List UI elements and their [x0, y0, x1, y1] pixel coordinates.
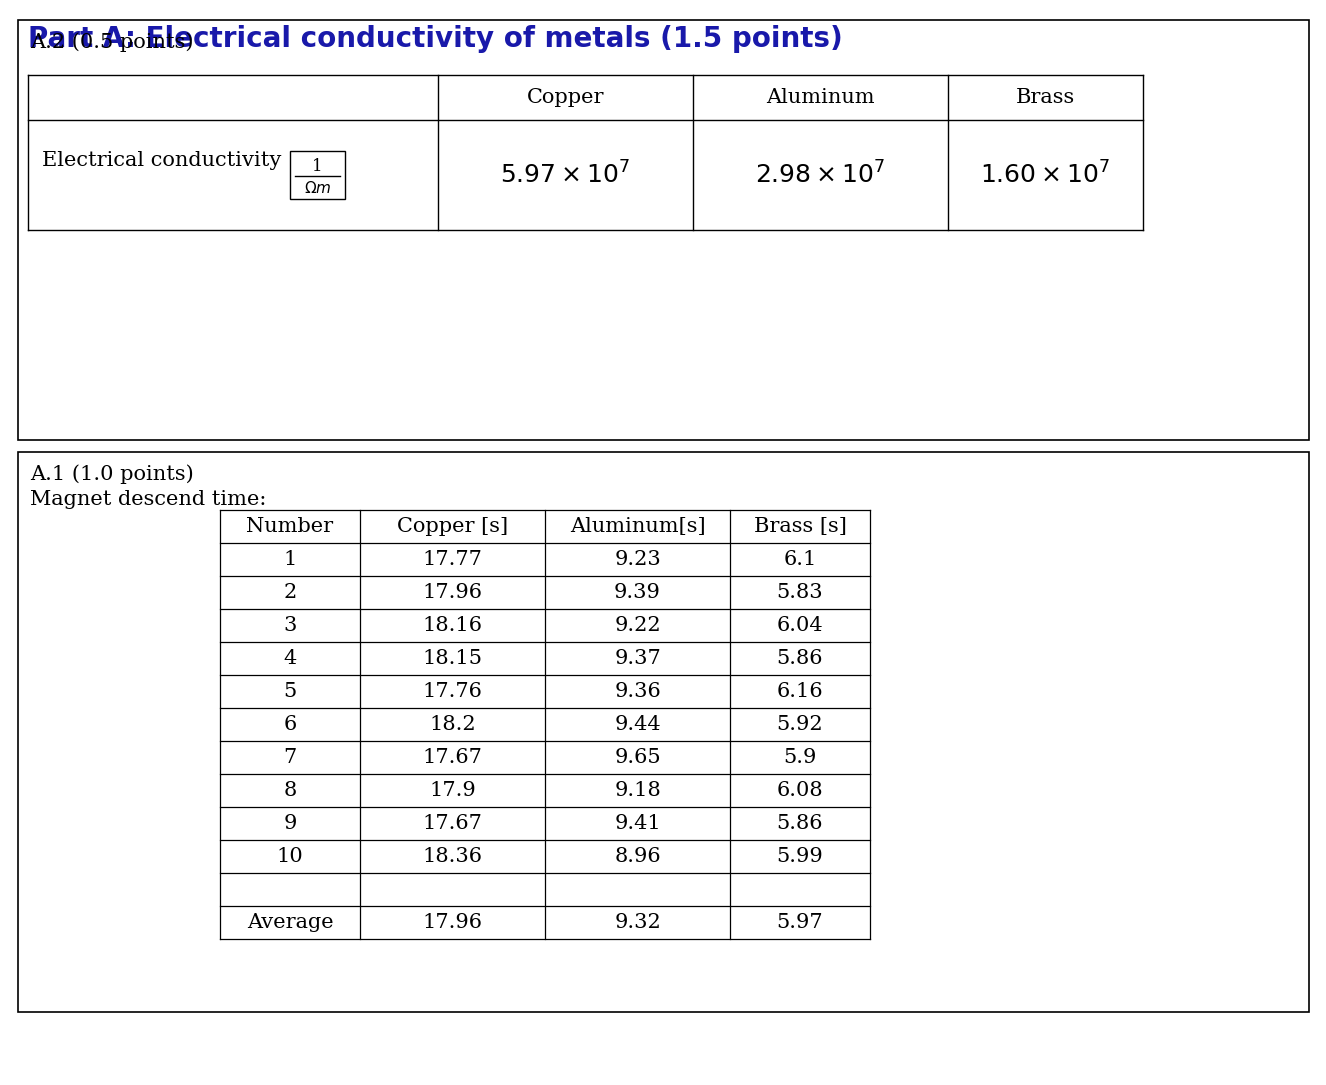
- Text: 6.08: 6.08: [777, 781, 823, 800]
- Text: 6.04: 6.04: [777, 616, 823, 635]
- Text: Average: Average: [247, 912, 333, 932]
- Text: 17.9: 17.9: [430, 781, 476, 800]
- Text: Brass [s]: Brass [s]: [753, 516, 846, 536]
- Text: Copper: Copper: [526, 88, 605, 107]
- Bar: [290, 151, 345, 199]
- Text: Copper [s]: Copper [s]: [396, 516, 508, 536]
- Bar: [19, 452, 1309, 1012]
- Text: 18.15: 18.15: [423, 649, 483, 668]
- Text: 9.65: 9.65: [614, 748, 660, 767]
- Text: Electrical conductivity: Electrical conductivity: [42, 152, 281, 170]
- Text: 5.92: 5.92: [777, 715, 823, 733]
- Text: 4: 4: [284, 649, 297, 668]
- Text: 5.97: 5.97: [777, 912, 823, 932]
- Text: Aluminum[s]: Aluminum[s]: [570, 516, 705, 536]
- Text: 8.96: 8.96: [614, 847, 660, 866]
- Text: 9.41: 9.41: [614, 814, 660, 833]
- Text: Part A: Electrical conductivity of metals (1.5 points): Part A: Electrical conductivity of metal…: [28, 25, 843, 53]
- Text: 9.36: 9.36: [614, 682, 660, 701]
- Text: 17.67: 17.67: [423, 748, 483, 767]
- Text: 6.16: 6.16: [777, 682, 823, 701]
- Text: 3: 3: [284, 616, 297, 635]
- Text: 7: 7: [284, 748, 297, 767]
- Text: 9.18: 9.18: [614, 781, 660, 800]
- Text: 17.77: 17.77: [423, 550, 483, 569]
- Text: 9.44: 9.44: [614, 715, 660, 733]
- Text: 10: 10: [277, 847, 304, 866]
- Text: $\Omega m$: $\Omega m$: [304, 180, 332, 196]
- Text: $2.98 \times 10^{7}$: $2.98 \times 10^{7}$: [756, 162, 886, 189]
- Text: 5.83: 5.83: [777, 583, 823, 602]
- Text: 9.32: 9.32: [614, 912, 660, 932]
- Text: 5.86: 5.86: [777, 814, 823, 833]
- Text: A.2 (0.5 points): A.2 (0.5 points): [30, 31, 194, 52]
- Text: 5.99: 5.99: [777, 847, 823, 866]
- Text: 9.22: 9.22: [614, 616, 660, 635]
- Text: 1: 1: [312, 157, 322, 175]
- Text: 6: 6: [284, 715, 297, 733]
- Text: $1.60 \times 10^{7}$: $1.60 \times 10^{7}$: [980, 162, 1110, 189]
- Text: Number: Number: [247, 516, 334, 536]
- Text: 18.2: 18.2: [430, 715, 476, 733]
- Text: 5.86: 5.86: [777, 649, 823, 668]
- Text: 17.76: 17.76: [423, 682, 483, 701]
- Text: Brass: Brass: [1016, 88, 1075, 107]
- Text: 2: 2: [284, 583, 297, 602]
- Text: 9: 9: [284, 814, 297, 833]
- Text: 17.67: 17.67: [423, 814, 483, 833]
- Text: Aluminum: Aluminum: [766, 88, 875, 107]
- Text: 18.16: 18.16: [423, 616, 483, 635]
- Text: 18.36: 18.36: [423, 847, 483, 866]
- Text: 1: 1: [284, 550, 297, 569]
- Text: 17.96: 17.96: [423, 912, 483, 932]
- Text: 9.23: 9.23: [614, 550, 660, 569]
- Text: A.1 (1.0 points): A.1 (1.0 points): [30, 464, 194, 484]
- Text: 5: 5: [284, 682, 297, 701]
- Text: 17.96: 17.96: [423, 583, 483, 602]
- Bar: [19, 20, 1309, 441]
- Text: 5.9: 5.9: [784, 748, 817, 767]
- Text: $5.97 \times 10^{7}$: $5.97 \times 10^{7}$: [500, 162, 631, 189]
- Text: 6.1: 6.1: [784, 550, 817, 569]
- Text: 9.39: 9.39: [614, 583, 660, 602]
- Text: Magnet descend time:: Magnet descend time:: [30, 490, 267, 509]
- Text: 9.37: 9.37: [614, 649, 660, 668]
- Text: 8: 8: [284, 781, 297, 800]
